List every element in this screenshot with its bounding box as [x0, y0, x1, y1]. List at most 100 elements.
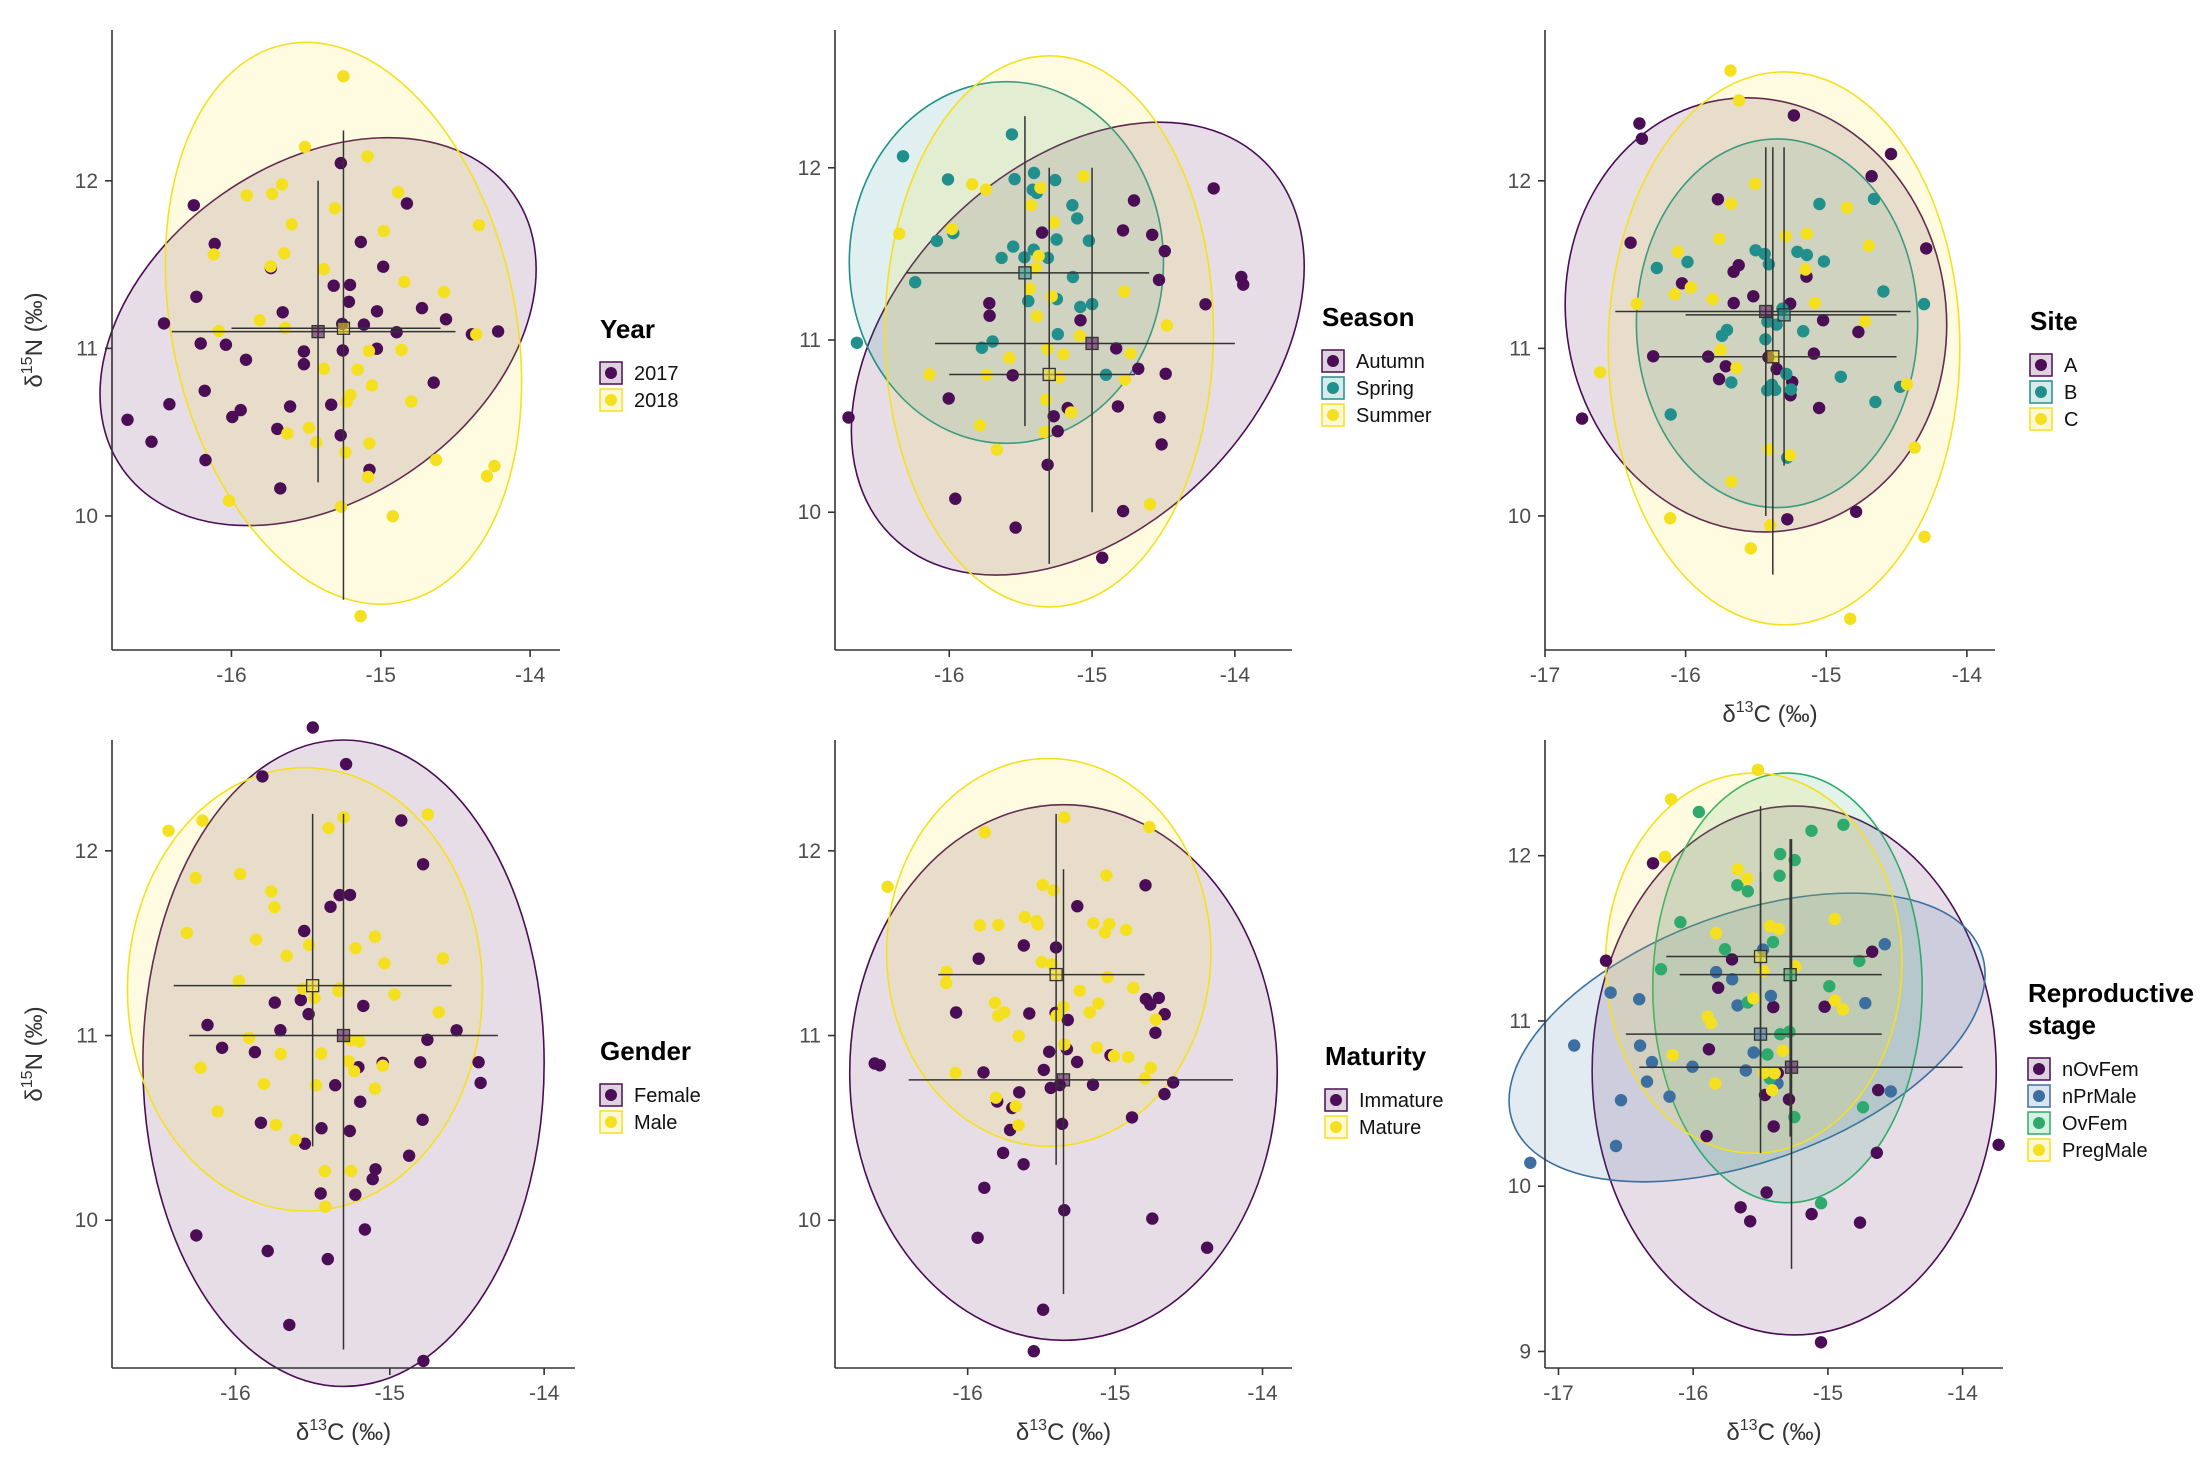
data-point-spring: [1066, 199, 1079, 212]
data-point-female: [306, 721, 319, 734]
data-point-nprmale: [1604, 986, 1617, 999]
data-point-female: [358, 1223, 372, 1236]
data-point-autumn: [949, 492, 962, 505]
data-point-mature: [1058, 1038, 1071, 1051]
data-point-mature: [1036, 878, 1049, 891]
data-point-novfem: [1866, 945, 1879, 958]
data-point-2018: [363, 437, 376, 450]
x-tick-label: -16: [952, 1382, 982, 1405]
y-axis-title: δ15N (‰): [19, 292, 48, 387]
y-tick-label: 10: [1508, 505, 1531, 528]
data-point-2017: [121, 413, 134, 426]
data-point-female: [314, 1187, 327, 1200]
y-tick-label: 11: [1509, 337, 1531, 360]
data-point-c: [1908, 441, 1921, 454]
data-point-a: [1747, 290, 1760, 303]
data-point-2017: [274, 482, 287, 495]
data-point-novfem: [1805, 1207, 1818, 1221]
data-point-male: [274, 1047, 287, 1061]
data-point-2018: [344, 388, 357, 402]
data-point-mature: [1101, 970, 1114, 984]
legend-dot-ovfem: [2033, 1117, 2045, 1129]
data-point-2017: [234, 403, 247, 417]
data-point-c: [1918, 530, 1931, 543]
legend-gender: Gender Female Male: [599, 1036, 701, 1134]
data-point-summer: [1038, 425, 1051, 439]
data-point-b: [1758, 247, 1771, 261]
y-tick-label: 10: [798, 501, 821, 524]
data-point-male: [232, 974, 246, 988]
data-point-pregmale: [1751, 763, 1765, 776]
data-point-b: [1813, 197, 1826, 211]
data-point-ovfem: [1805, 824, 1818, 837]
data-point-mature: [988, 996, 1002, 1010]
data-point-ovfem: [1654, 963, 1668, 976]
data-point-a: [1647, 350, 1660, 363]
data-point-male: [421, 808, 435, 821]
data-point-summer: [923, 368, 936, 381]
data-point-b: [1917, 297, 1931, 311]
data-point-novfem: [1760, 1186, 1773, 1199]
data-point-male: [180, 926, 193, 939]
y-tick-label: 10: [75, 505, 98, 528]
data-point-mature: [940, 976, 953, 990]
x-tick-label: -15: [1811, 664, 1841, 687]
data-point-autumn: [1035, 226, 1049, 239]
data-point-2017: [198, 384, 211, 397]
data-point-spring: [1082, 234, 1096, 247]
data-point-mature: [992, 918, 1005, 932]
data-point-mature: [1092, 997, 1105, 1010]
data-point-c: [1783, 448, 1797, 462]
data-point-autumn: [842, 411, 855, 424]
y-tick-label: 11: [799, 329, 821, 352]
data-point-summer: [1077, 170, 1090, 183]
data-point-2017: [354, 235, 367, 249]
data-point-ovfem: [1766, 935, 1780, 949]
data-point-male: [322, 821, 335, 835]
data-point-summer: [1118, 285, 1131, 298]
data-point-b: [1867, 192, 1881, 206]
data-point-novfem: [1853, 1216, 1867, 1229]
data-point-immature: [1158, 1087, 1171, 1101]
data-point-female: [274, 1023, 287, 1037]
data-point-male: [342, 1055, 355, 1068]
data-point-summer: [1143, 498, 1157, 511]
data-point-c: [1800, 227, 1814, 240]
data-point-summer: [1032, 249, 1045, 263]
data-point-mature: [1100, 869, 1113, 882]
data-point-2018: [264, 260, 277, 273]
legend-dot-c: [2035, 413, 2047, 425]
data-point-c: [1671, 245, 1685, 258]
data-point-mature: [992, 1009, 1005, 1022]
legend-dot-male: [605, 1116, 617, 1128]
data-point-pregmale: [1828, 994, 1842, 1007]
data-point-2018: [281, 427, 294, 440]
data-point-immature: [1017, 939, 1030, 952]
data-point-b: [1834, 370, 1848, 383]
legend-title: Reproductive: [2028, 978, 2194, 1008]
data-point-2018: [470, 328, 483, 341]
x-tick-label: -17: [1543, 1382, 1573, 1405]
data-point-2017: [427, 376, 440, 389]
mean-marker-c: [1766, 350, 1780, 364]
data-point-female: [201, 1018, 214, 1032]
legend-label-pregmale: PregMale: [2062, 1140, 2148, 1162]
data-point-2017: [187, 199, 200, 212]
data-point-pregmale: [1772, 922, 1786, 936]
data-point-male: [315, 1047, 328, 1060]
data-point-pregmale: [1709, 926, 1723, 940]
data-point-2018: [361, 150, 374, 163]
legend-dot-mature: [1330, 1121, 1342, 1133]
data-point-2018: [361, 470, 375, 484]
data-point-novfem: [1992, 1138, 2005, 1152]
panel-site: -17 -16 -15 -14 10 11 12 δ13C (‰) Site ABC: [1508, 30, 2078, 728]
legend-label-a: A: [2064, 355, 2078, 377]
data-point-female: [474, 1076, 487, 1090]
data-point-spring: [1041, 251, 1055, 265]
data-point-novfem: [1767, 1000, 1780, 1014]
data-point-spring: [1049, 173, 1062, 187]
data-point-nprmale: [1739, 1064, 1753, 1077]
x-tick-label: -14: [529, 1382, 560, 1405]
legend-label-b: B: [2064, 382, 2077, 404]
